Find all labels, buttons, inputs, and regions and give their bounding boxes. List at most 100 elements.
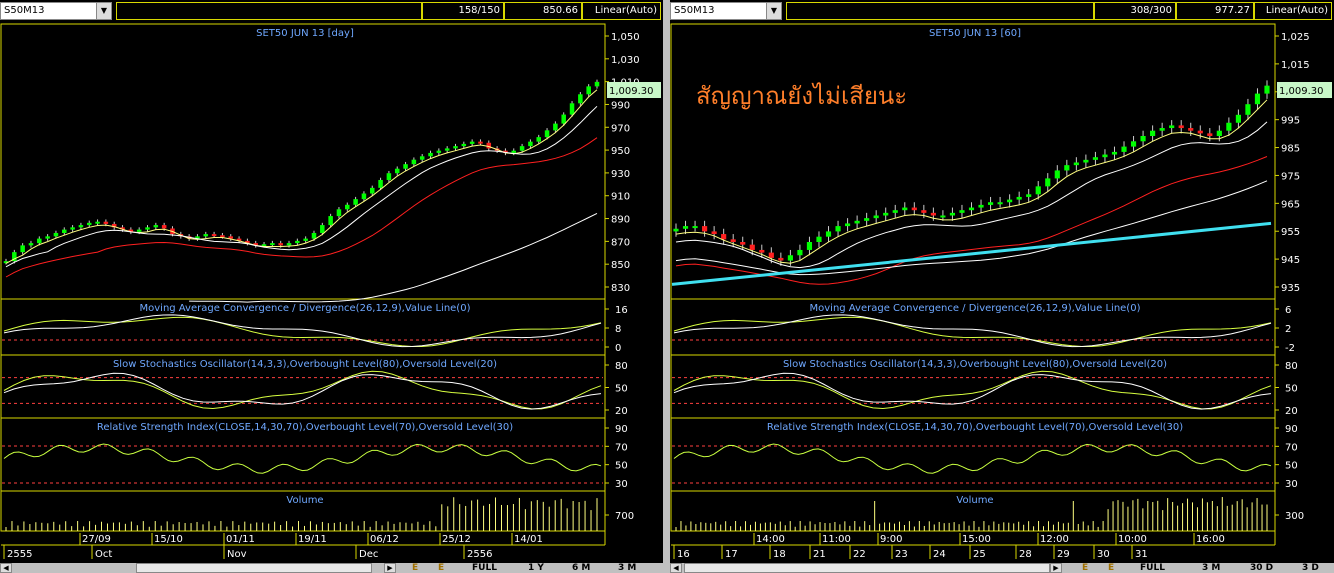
candle-body [228, 236, 234, 239]
candle-body [1197, 130, 1203, 134]
scroll-right-icon[interactable]: ▶ [384, 563, 396, 573]
pane-tick-label: 50 [615, 461, 628, 472]
pane-title: Slow Stochastics Oscillator(14,3,3),Over… [783, 359, 1167, 370]
left-scrollbar[interactable] [12, 563, 136, 573]
candle-body [682, 226, 689, 229]
right-btn-e2[interactable]: E [1108, 563, 1115, 573]
candle-body [203, 234, 209, 237]
left-symbol-select[interactable]: S50M13 ▼ [0, 2, 112, 20]
candle-body [883, 212, 889, 216]
date-tick-label: 30 [1097, 549, 1110, 560]
candle-body [553, 123, 558, 131]
candle-body [586, 86, 591, 95]
left-scroll-thumb[interactable] [136, 563, 372, 573]
candle-body [759, 249, 765, 253]
date-tick-label: 16 [677, 549, 690, 560]
candle-body [1235, 114, 1241, 123]
candle-body [469, 141, 475, 144]
candle-body [825, 231, 832, 237]
pane-tick-label: 80 [615, 361, 628, 372]
candle-body [378, 179, 383, 188]
pane-tick-label: 50 [615, 384, 628, 395]
price-tick-label: 985 [1281, 144, 1300, 155]
last-price-badge [1277, 82, 1332, 98]
left-btn-3m[interactable]: 3 M [618, 563, 637, 573]
right-btn-30d[interactable]: 30 D [1250, 563, 1274, 573]
candle-body [236, 238, 242, 241]
date-tick-label: 31 [1135, 549, 1148, 560]
chevron-down-icon[interactable]: ▼ [766, 3, 781, 19]
right-symbol-value: S50M13 [674, 5, 715, 16]
rsi-line [3, 443, 602, 474]
candle-body [3, 261, 9, 264]
chart-annotation: สัญญาณยังไม่เสียนะ [696, 82, 908, 110]
left-scale[interactable]: Linear(Auto) [582, 2, 661, 20]
candle-body [673, 228, 679, 232]
candle-body [161, 225, 167, 229]
left-btn-1y[interactable]: 1 Y [528, 563, 544, 573]
pane-tick-label: 50 [1285, 461, 1298, 472]
right-toolbar: S50M13 ▼ 308/300 977.27 Linear(Auto) [670, 0, 1334, 24]
left-btn-6m[interactable]: 6 M [572, 563, 591, 573]
chevron-down-icon[interactable]: ▼ [96, 3, 111, 19]
chart-title: SET50 JUN 13 [day] [256, 28, 354, 39]
left-btn-full[interactable]: FULL [472, 563, 497, 573]
candle-body [62, 229, 67, 233]
date-tick-label: 11:00 [822, 534, 851, 545]
scroll-right-icon[interactable]: ▶ [1050, 563, 1062, 573]
candle-body [778, 257, 784, 261]
candle-body [386, 173, 392, 180]
right-btn-full[interactable]: FULL [1140, 563, 1165, 573]
right-scroll-thumb[interactable] [684, 563, 1050, 573]
ma-slow-line [5, 137, 598, 278]
signal-line [3, 372, 602, 410]
candle-body [911, 207, 917, 211]
candle-body [1226, 122, 1232, 131]
ma-mid-line [5, 105, 598, 268]
candle-body [797, 249, 803, 256]
ma-fast-line [675, 99, 1268, 264]
candle-body [78, 225, 84, 228]
panel-divider[interactable] [663, 0, 670, 573]
right-btn-3m[interactable]: 3 M [1202, 563, 1221, 573]
candle-body [1016, 196, 1022, 200]
candle-body [45, 236, 50, 239]
left-btn-e2[interactable]: E [438, 563, 445, 573]
price-tick-label: 935 [1281, 283, 1300, 294]
candle-body [1254, 93, 1261, 105]
candle-body [1083, 159, 1089, 163]
pane-tick-label: 20 [615, 406, 628, 417]
candle-body [278, 243, 283, 246]
pane-tick-label: 6 [1285, 305, 1291, 316]
candle-body [511, 150, 517, 153]
scroll-left-icon[interactable]: ◀ [670, 563, 682, 573]
candle-body [320, 225, 325, 233]
pane-tick-label: 30 [615, 479, 628, 490]
candle-body [594, 81, 600, 87]
left-chart-panel: S50M13 ▼ 158/150 850.66 Linear(Auto) SET5… [0, 0, 663, 573]
scroll-left-icon[interactable]: ◀ [0, 563, 12, 573]
right-scale[interactable]: Linear(Auto) [1254, 2, 1332, 20]
candle-body [864, 218, 870, 221]
right-btn-e1[interactable]: E [1082, 563, 1089, 573]
date-tick-label: 15:00 [962, 534, 991, 545]
right-btn-3d[interactable]: 3 D [1302, 563, 1319, 573]
right-blank-cell [786, 2, 1094, 20]
candle-body [536, 137, 541, 142]
candle-body [1121, 146, 1127, 152]
candle-body [70, 227, 75, 230]
left-btn-e1[interactable]: E [412, 563, 419, 573]
candle-body [419, 156, 425, 160]
date-tick-label: 10:00 [1118, 534, 1147, 545]
pane-tick-label: 50 [1285, 384, 1298, 395]
candle-body [37, 238, 42, 244]
candle-body [111, 223, 117, 228]
price-tick-label: 890 [611, 215, 630, 226]
pane-tick-label: 70 [1285, 442, 1298, 453]
candle-body [461, 143, 467, 147]
price-tick-label: 955 [1281, 227, 1300, 238]
date-tick-label: 2556 [467, 549, 492, 560]
right-symbol-select[interactable]: S50M13 ▼ [670, 2, 782, 20]
price-tick-label: 870 [611, 237, 630, 248]
candle-body [311, 232, 317, 239]
